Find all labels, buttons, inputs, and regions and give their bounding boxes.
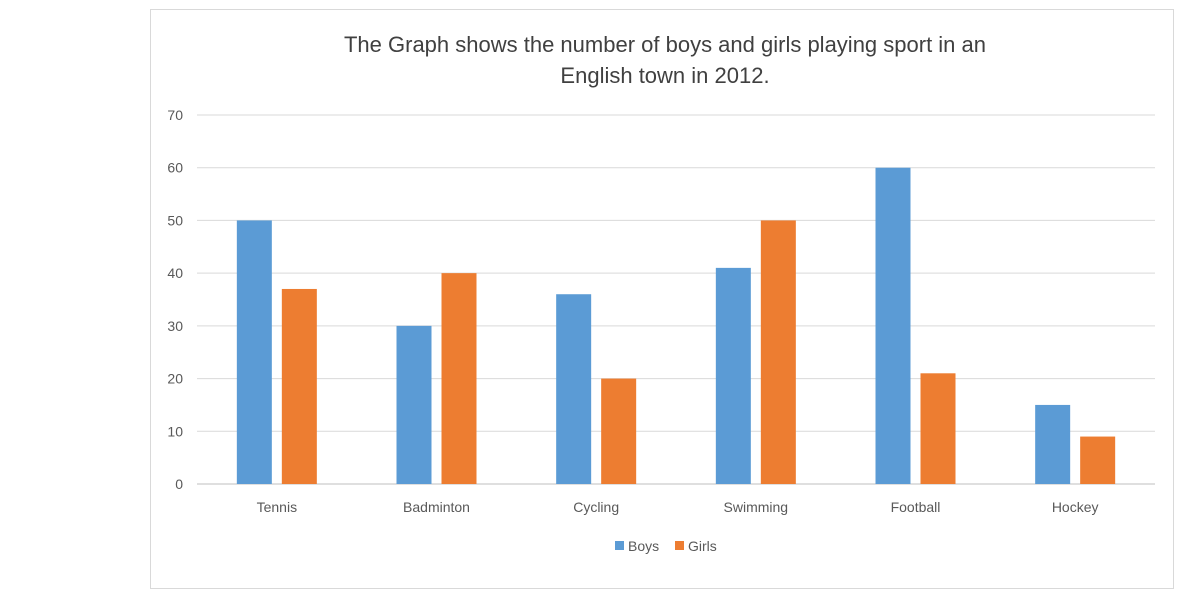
legend-swatch-girls [675,541,684,550]
bar-girls-cycling [601,378,637,484]
x-axis-category-labels: Tennis Badminton Cycling Swimming Football Ho… [257,499,1099,515]
chart-title-line-2: English town in 2012. [560,63,769,88]
chart-title-line-1: The Graph shows the number of boys and g… [344,32,986,57]
gridlines [197,114,1155,485]
bar-chart: The Graph shows the number of boys and g… [167,32,1155,554]
legend-swatch-boys [615,541,624,550]
y-tick-label: 50 [167,212,183,228]
y-tick-label: 30 [167,318,183,334]
y-tick-label: 10 [167,423,183,439]
bar-girls-badminton [441,273,477,484]
bar-boys-hockey [1035,404,1071,484]
y-tick-label: 70 [167,107,183,123]
bar-girls-tennis [281,288,317,484]
y-tick-label: 0 [175,476,183,492]
bar-girls-football [920,373,956,484]
bar-boys-badminton [396,325,432,484]
legend-label-boys: Boys [628,538,659,554]
legend-label-girls: Girls [688,538,717,554]
bar-boys-swimming [715,267,751,484]
bars [236,167,1116,484]
bar-boys-cycling [556,294,592,484]
y-axis-tick-labels: 0 10 20 30 40 50 60 70 [167,107,183,492]
y-tick-label: 60 [167,160,183,176]
bar-girls-swimming [760,220,796,484]
x-category-label: Hockey [1052,499,1099,515]
y-tick-label: 20 [167,371,183,387]
legend: Boys Girls [615,538,717,554]
bar-boys-football [875,167,911,484]
chart-frame: The Graph shows the number of boys and g… [150,9,1174,589]
x-category-label: Football [891,499,941,515]
x-category-label: Swimming [724,499,789,515]
bar-girls-hockey [1080,436,1116,484]
x-category-label: Badminton [403,499,470,515]
x-category-label: Cycling [573,499,619,515]
bar-boys-tennis [236,220,272,484]
y-tick-label: 40 [167,265,183,281]
x-category-label: Tennis [257,499,297,515]
